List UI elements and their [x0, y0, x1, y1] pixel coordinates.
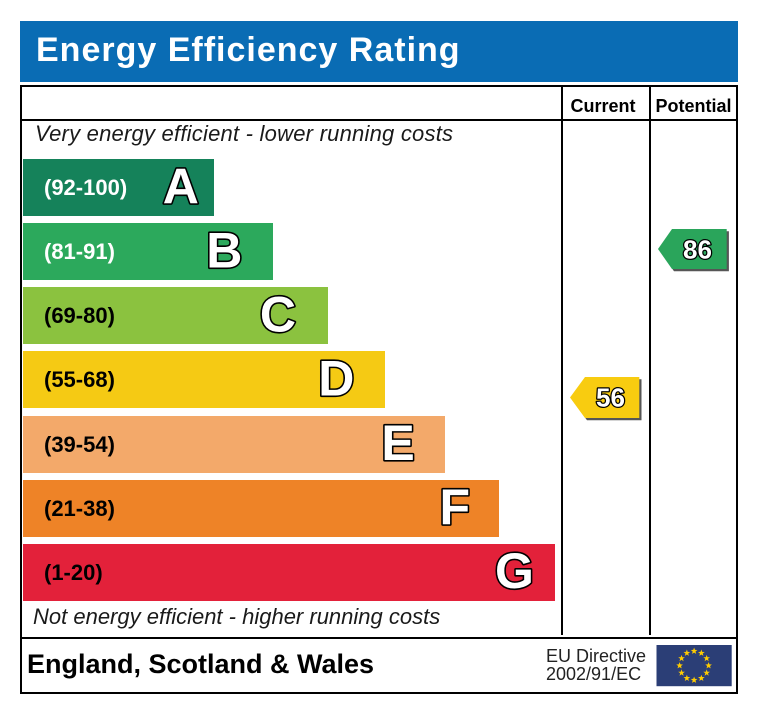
svg-text:C: C: [260, 286, 296, 342]
svg-text:86: 86: [683, 235, 712, 265]
svg-text:A: A: [163, 158, 199, 214]
svg-text:E: E: [381, 415, 414, 471]
svg-text:F: F: [440, 479, 471, 535]
svg-text:G: G: [495, 543, 534, 599]
svg-text:D: D: [318, 350, 354, 406]
svg-text:B: B: [206, 222, 242, 278]
svg-text:56: 56: [596, 383, 625, 413]
